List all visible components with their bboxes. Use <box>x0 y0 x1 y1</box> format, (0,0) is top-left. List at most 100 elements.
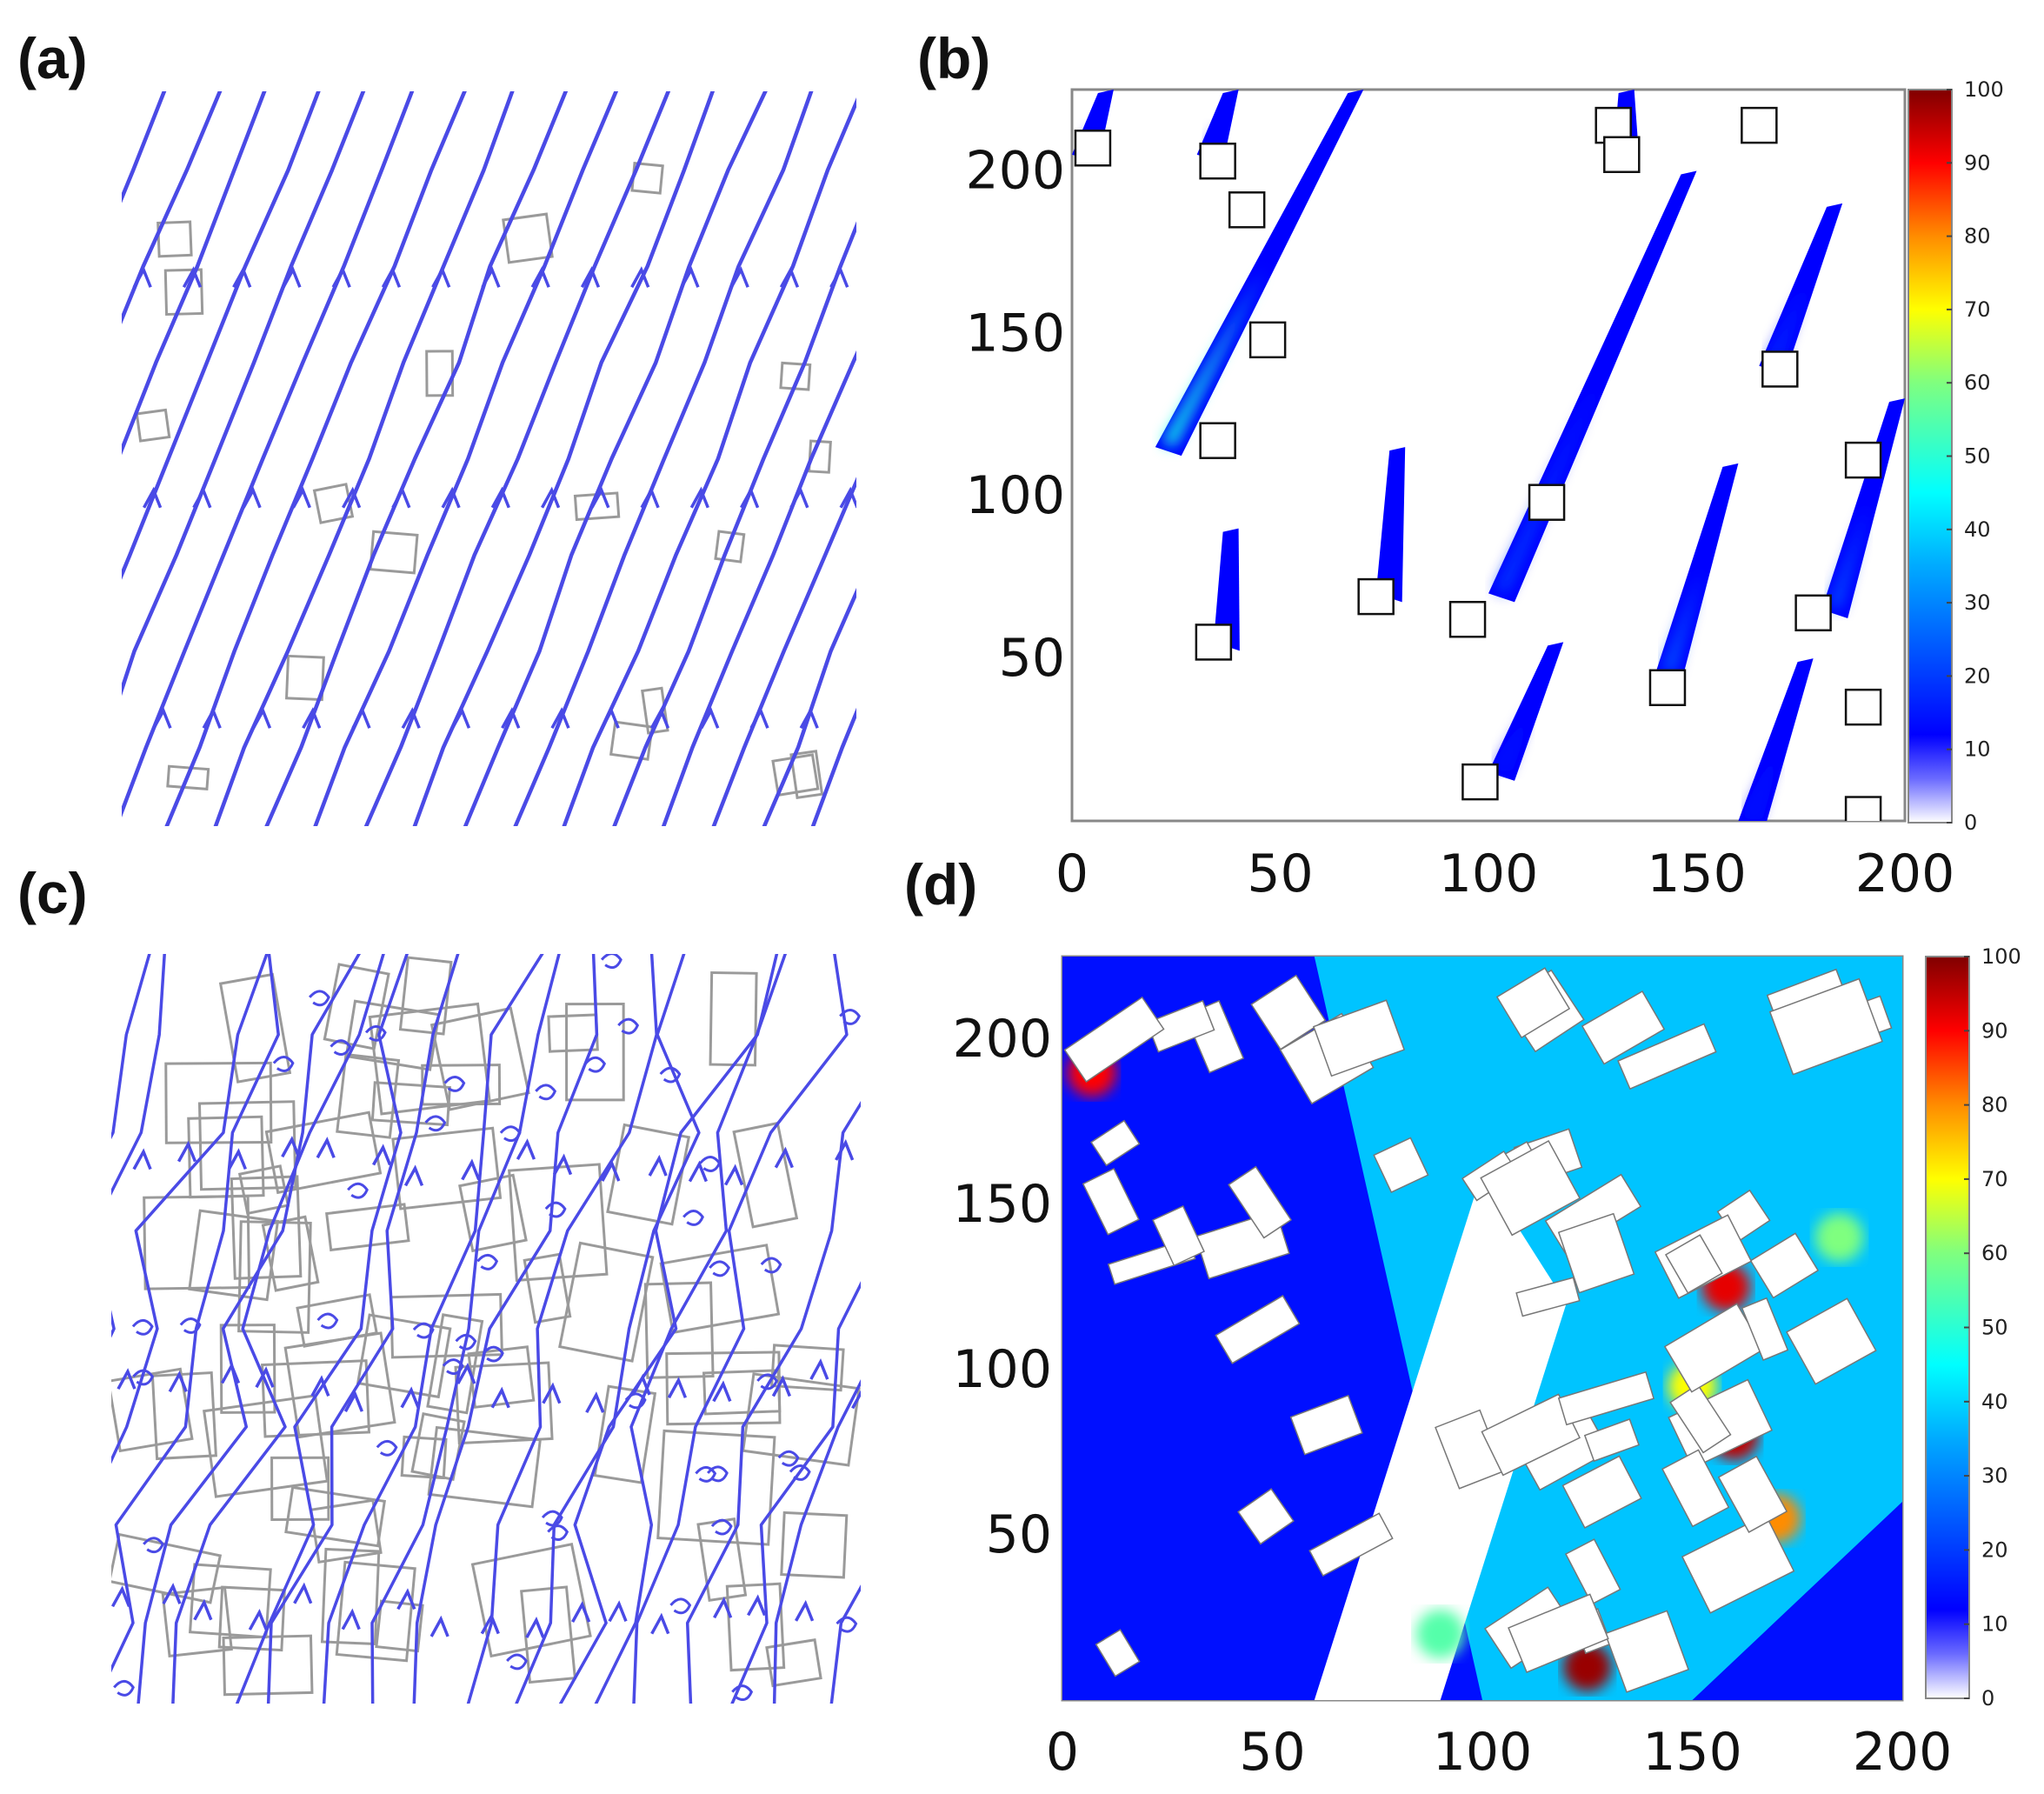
building-outline <box>217 1585 286 1652</box>
panel-d-colorbar: 0 10 20 30 40 50 60 70 80 90 100 <box>1925 944 2021 1711</box>
building-outline <box>320 1547 381 1646</box>
panel-b-label: (b) <box>917 26 990 90</box>
streamline <box>122 91 415 817</box>
streamline-eddy <box>669 1597 692 1615</box>
streamline <box>264 91 569 826</box>
building-footprint <box>1669 1383 1732 1454</box>
streamline-arrow <box>192 486 212 509</box>
streamline-arrow <box>590 486 610 509</box>
streamline-arrow <box>291 486 311 509</box>
streamline <box>370 954 561 1704</box>
streamline-arrow <box>799 707 819 730</box>
streamline-arrow <box>316 1137 336 1159</box>
building-footprint <box>1199 422 1236 459</box>
streamline-arrow <box>729 266 749 289</box>
wake-region <box>1759 203 1843 375</box>
building-outline <box>643 1281 715 1379</box>
building-footprint <box>1508 1593 1609 1673</box>
building-footprint <box>1312 999 1406 1077</box>
y-tick-label: 150 <box>952 1174 1052 1235</box>
streamline-arrow <box>143 486 163 509</box>
building-outline <box>421 1064 502 1106</box>
building-footprint <box>1495 967 1571 1039</box>
building-outline <box>164 1061 273 1144</box>
streamline-eddy <box>132 1369 155 1386</box>
streamline-eddy <box>839 1009 861 1025</box>
wake-core <box>1661 569 1702 675</box>
streamline-arrow <box>749 707 769 730</box>
building-outline <box>166 764 210 790</box>
y-tick-label: 100 <box>965 465 1065 526</box>
streamline-arrow <box>774 1146 794 1169</box>
streamline <box>412 91 716 826</box>
streamline <box>266 954 460 1704</box>
streamline-eddy <box>584 1056 607 1073</box>
streamline-arrow <box>255 1366 275 1389</box>
streamline <box>829 1584 861 1704</box>
streamline <box>111 954 269 1464</box>
building-outline <box>312 483 355 524</box>
colorbar-tick-label: 100 <box>1964 77 2004 102</box>
building-outline <box>391 1126 503 1210</box>
y-tick-label: 100 <box>952 1339 1052 1400</box>
x-tick-label: 100 <box>1439 844 1539 904</box>
building-outline <box>325 1203 410 1252</box>
building-outline <box>454 1361 554 1445</box>
streamline-arrow <box>809 1358 829 1380</box>
building-outline <box>547 1013 599 1053</box>
building-footprint <box>1561 1455 1642 1529</box>
colorbar-tick-label: 90 <box>1964 150 1991 175</box>
streamline-eddy <box>659 1066 682 1084</box>
streamline-eddy <box>143 1537 164 1554</box>
streamline-arrow <box>640 486 660 509</box>
streamline-eddy <box>179 1317 202 1334</box>
building-footprint <box>1090 1119 1141 1167</box>
streamline-arrow <box>789 486 809 509</box>
streamline <box>164 91 467 826</box>
building-footprint <box>1228 1165 1292 1239</box>
building-footprint <box>1373 1137 1429 1194</box>
streamline-eddy <box>316 1312 339 1330</box>
streamline-eddy <box>412 1322 435 1339</box>
building-outline <box>356 1313 452 1399</box>
wake-region <box>1375 447 1406 603</box>
streamline-arrow <box>202 707 222 730</box>
streamline-eddy <box>600 954 623 970</box>
building-outline <box>400 1435 448 1480</box>
building-outline <box>163 268 204 317</box>
streamline-arrow <box>713 1597 733 1619</box>
wake-region <box>1213 528 1240 651</box>
building-outline <box>502 212 554 264</box>
wake-region <box>1738 658 1814 821</box>
streamline-eddy <box>364 1024 387 1042</box>
streamline <box>122 91 167 203</box>
building-outline <box>284 654 325 702</box>
colorbar-gradient <box>1925 956 1970 1699</box>
streamline-arrow <box>343 1391 363 1412</box>
streamline-eddy <box>376 1439 398 1457</box>
wake-core <box>1162 268 1265 448</box>
streamline-arrow <box>700 707 720 730</box>
hotspot <box>1562 1643 1612 1691</box>
building-outline <box>410 1412 466 1481</box>
wake-region <box>1655 463 1739 684</box>
streamline-eddy <box>710 1518 733 1536</box>
streamline-arrow <box>829 266 849 289</box>
streamline <box>772 1378 861 1704</box>
building-outline <box>558 1241 655 1363</box>
hotspot <box>1814 1213 1864 1262</box>
building-outline <box>659 1244 781 1335</box>
streamline-arrow <box>723 1164 744 1186</box>
streamline <box>0 937 38 1721</box>
x-tick-label: 100 <box>1433 1722 1533 1783</box>
x-tick-label: 150 <box>1642 1722 1742 1783</box>
streamline <box>313 91 619 826</box>
building-outline <box>284 1485 387 1548</box>
streamline-eddy <box>695 1465 717 1483</box>
building-footprint <box>1648 669 1687 707</box>
streamline-arrow <box>293 1582 313 1604</box>
x-tick-label: 0 <box>1055 844 1089 904</box>
building-outline <box>725 1582 786 1672</box>
building-outline <box>732 1121 799 1229</box>
